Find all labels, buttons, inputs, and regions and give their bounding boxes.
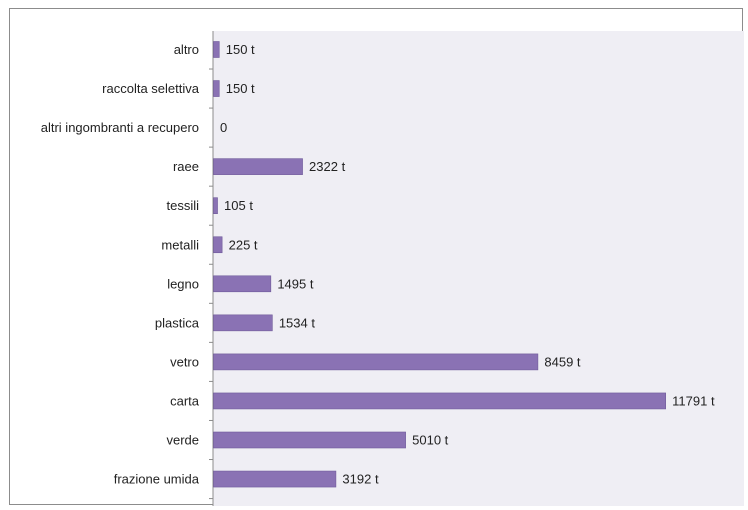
data-label-plastica: 1534 t xyxy=(279,315,316,330)
category-label-altro: altro xyxy=(174,42,199,57)
data-label-tessili: 105 t xyxy=(224,198,253,213)
bar-altro xyxy=(213,41,220,58)
data-label-altro: 150 t xyxy=(226,42,255,57)
bar-raccolta-selettiva xyxy=(213,80,220,97)
data-label-carta: 11791 t xyxy=(672,393,715,408)
category-label-metalli: metalli xyxy=(161,237,199,252)
data-label-raccolta-selettiva: 150 t xyxy=(226,81,255,96)
bar-tessili xyxy=(213,197,218,214)
data-label-verde: 5010 t xyxy=(412,433,449,448)
category-label-plastica: plastica xyxy=(155,315,200,330)
bar-metalli xyxy=(213,236,223,254)
category-label-verde: verde xyxy=(166,433,199,448)
data-label-altri-ingombranti-a-recupero: 0 xyxy=(220,120,227,135)
category-label-vetro: vetro xyxy=(170,354,199,369)
data-label-raee: 2322 t xyxy=(309,159,346,174)
data-label-frazione-umida: 3192 t xyxy=(342,472,379,487)
bar-plastica xyxy=(213,314,273,332)
data-label-metalli: 225 t xyxy=(229,237,258,252)
category-label-frazione-umida: frazione umida xyxy=(114,472,200,487)
bar-carta xyxy=(213,392,666,410)
category-label-raccolta-selettiva: raccolta selettiva xyxy=(102,81,200,96)
category-label-altri-ingombranti-a-recupero: altri ingombranti a recupero xyxy=(41,120,199,135)
bar-legno xyxy=(213,275,272,293)
category-label-legno: legno xyxy=(167,276,199,291)
bar-verde xyxy=(213,431,406,449)
bar-raee xyxy=(213,158,303,175)
category-label-carta: carta xyxy=(170,393,200,408)
bar-frazione-umida xyxy=(213,470,337,488)
bar-chart: altro 150 t raccolta selettiva 150 t altri i… xyxy=(41,31,744,506)
data-label-vetro: 8459 t xyxy=(544,354,581,369)
category-label-raee: raee xyxy=(173,159,199,174)
plot-area xyxy=(213,31,744,506)
bar-vetro xyxy=(213,353,539,371)
chart-frame: altro 150 t raccolta selettiva 150 t altri i… xyxy=(9,8,744,506)
category-label-tessili: tessili xyxy=(166,198,199,213)
data-label-legno: 1495 t xyxy=(277,276,314,291)
